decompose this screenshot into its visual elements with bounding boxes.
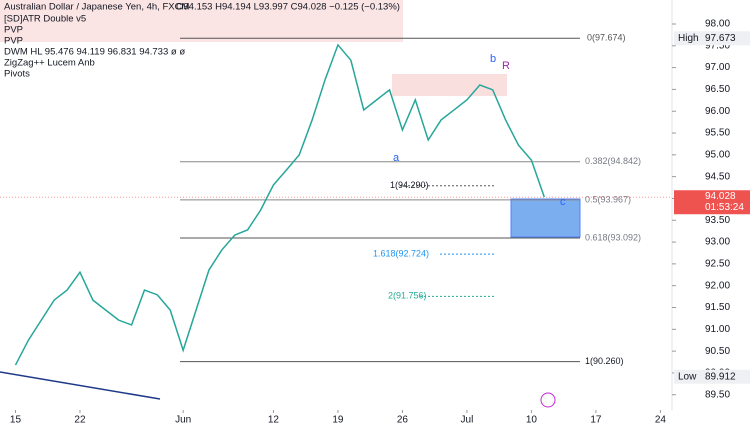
y-tick-label: 95.00 [705, 149, 730, 160]
x-tick-label: 12 [268, 415, 280, 426]
x-tick-label: 19 [332, 415, 344, 426]
x-tick-label: 26 [397, 415, 409, 426]
y-tick-label: 97.00 [705, 62, 730, 73]
wave-label: R [502, 60, 510, 72]
price-box [674, 190, 750, 215]
indicator: DWM HL 95.476 94.119 96.831 94.733 ø ø [4, 47, 185, 58]
y-tick-label: 94.50 [705, 171, 730, 182]
fib-label: 0.5(93.967) [585, 194, 631, 204]
header: Australian Dollar / Japanese Yen, 4h, FX… [4, 2, 400, 13]
marker-box [674, 31, 750, 46]
x-tick-label: Jun [175, 415, 191, 426]
y-tick-label: 96.50 [705, 84, 730, 95]
x-tick-label: 10 [526, 415, 538, 426]
fib-label: 1.618(92.724) [373, 248, 429, 258]
fib-label: 0(97.674) [587, 33, 626, 43]
y-tick-label: 89.50 [705, 389, 730, 400]
y-tick-label: 91.50 [705, 302, 730, 313]
symbol: Australian Dollar / Japanese Yen, 4h, FX… [4, 2, 189, 13]
y-tick-label: 97.50 [705, 40, 730, 51]
x-tick-label: 22 [74, 415, 86, 426]
zone [392, 74, 507, 96]
x-tick-label: 15 [10, 415, 22, 426]
y-tick-label: 92.50 [705, 259, 730, 270]
target-box [510, 198, 581, 238]
ohlc: O94.153 H94.194 L93.997 C94.028 −0.125 (… [176, 2, 400, 13]
y-tick-label: 90.50 [705, 346, 730, 357]
y-tick-label: 93.50 [705, 215, 730, 226]
marker-value: 97.673 [705, 33, 736, 44]
y-tick-label: 93.00 [705, 237, 730, 248]
wave-label: b [490, 53, 496, 65]
y-tick-label: 96.00 [705, 106, 730, 117]
countdown: 01:53:24 [705, 202, 744, 213]
fib-label: 0.618(93.092) [585, 232, 641, 242]
marker-box [674, 369, 750, 384]
trendline [0, 371, 161, 400]
indicator: [SD]ATR Double v5 [4, 14, 86, 25]
x-tick-label: Jul [461, 415, 474, 426]
icon[interactable] [540, 392, 556, 408]
y-tick-label: 98.00 [705, 19, 730, 30]
indicator: PVP [4, 36, 23, 47]
wave-label: a [393, 152, 400, 164]
x-tick-label: 24 [655, 415, 667, 426]
y-tick-label: 95.50 [705, 128, 730, 139]
indicator: PVP [4, 25, 23, 36]
indicator: Pivots [4, 69, 30, 80]
y-tick-label: 92.00 [705, 280, 730, 291]
marker-name: High [678, 33, 699, 44]
y-tick-label: 91.00 [705, 324, 730, 335]
header-bg [0, 0, 403, 42]
current-price: 94.028 [705, 191, 736, 202]
fib-label: 2(91.756) [388, 291, 427, 301]
fib-label: 1(90.260) [585, 356, 624, 366]
indicator: ZigZag++ Lucem Anb [4, 58, 95, 69]
fib-label: 1(94.290) [390, 180, 429, 190]
fib-label: 0.382(94.842) [585, 156, 641, 166]
marker-name: Low [678, 371, 697, 382]
wave-label: c [560, 196, 566, 208]
marker-value: 89.912 [705, 371, 736, 382]
price-line [14, 43, 546, 366]
x-tick-label: 17 [590, 415, 602, 426]
